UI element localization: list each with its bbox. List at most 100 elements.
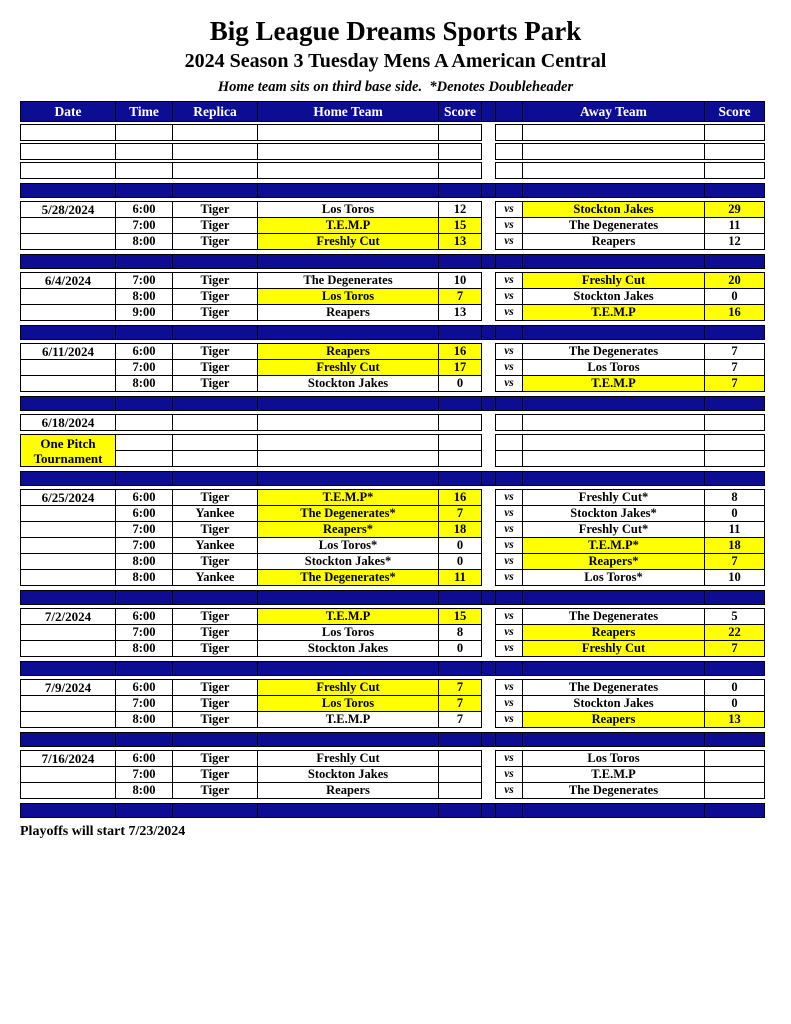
time-cell: 8:00 [115, 640, 173, 657]
separator-cell [481, 325, 496, 340]
home-score-cell: 11 [438, 569, 482, 586]
date-cell: 6/25/2024 [20, 489, 116, 506]
separator-cell [20, 254, 116, 269]
replica-cell: Yankee [172, 569, 258, 586]
separator-cell [481, 396, 496, 411]
game-row: 8:00 Tiger Reapers vs The Degenerates [20, 782, 772, 799]
vs-cell: vs [495, 233, 523, 250]
home-team-cell [257, 124, 439, 141]
separator-cell [704, 661, 765, 676]
away-score-cell: 7 [704, 343, 765, 360]
home-score-cell: 10 [438, 272, 482, 289]
date-cell [20, 304, 116, 321]
time-cell: 8:00 [115, 553, 173, 570]
schedule-table: Date Time Replica Home Team Score Away T… [20, 101, 772, 818]
away-team-cell: Los Toros [522, 750, 705, 767]
separator-cell [257, 396, 439, 411]
date-cell [20, 521, 116, 538]
game-row: 8:00 Tiger Stockton Jakes* 0 vs Reapers* 7 [20, 553, 772, 570]
game-row: 7:00 Tiger T.E.M.P 15 vs The Degenerates 11 [20, 217, 772, 234]
home-team-cell: Reapers [257, 304, 439, 321]
table-header-row: Date Time Replica Home Team Score Away T… [20, 101, 772, 122]
vs-cell: vs [495, 711, 523, 728]
spacer-cell [481, 640, 496, 657]
home-team-cell: Stockton Jakes [257, 375, 439, 392]
separator-cell [704, 803, 765, 818]
home-team-cell: Los Toros [257, 695, 439, 712]
away-team-cell: Stockton Jakes [522, 201, 705, 218]
replica-cell: Tiger [172, 711, 258, 728]
date-cell: 7/9/2024 [20, 679, 116, 696]
away-team-cell [522, 124, 705, 141]
separator-bar [20, 732, 772, 747]
home-team-cell: T.E.M.P [257, 217, 439, 234]
date-cell: 7/16/2024 [20, 750, 116, 767]
replica-cell: Tiger [172, 695, 258, 712]
home-score-cell: 16 [438, 343, 482, 360]
separator-cell [438, 396, 482, 411]
replica-cell: Yankee [172, 537, 258, 554]
header-time: Time [115, 101, 173, 122]
separator-cell [481, 590, 496, 605]
date-cell [20, 553, 116, 570]
separator-cell [704, 471, 765, 486]
vs-cell [495, 162, 523, 179]
home-team-cell: Stockton Jakes [257, 766, 439, 783]
home-score-cell [438, 450, 482, 467]
vs-cell: vs [495, 608, 523, 625]
time-cell: 6:00 [115, 489, 173, 506]
game-row: 7:00 Tiger Freshly Cut 17 vs Los Toros 7 [20, 359, 772, 376]
separator-cell [481, 471, 496, 486]
date-cell [20, 569, 116, 586]
separator-cell [704, 183, 765, 198]
time-cell: 7:00 [115, 217, 173, 234]
away-score-cell [704, 766, 765, 783]
replica-cell: Tiger [172, 304, 258, 321]
away-team-cell [522, 450, 705, 467]
away-score-cell: 0 [704, 695, 765, 712]
separator-cell [438, 590, 482, 605]
separator-cell [438, 732, 482, 747]
separator-cell [481, 732, 496, 747]
replica-cell: Tiger [172, 679, 258, 696]
away-team-cell: Los Toros* [522, 569, 705, 586]
away-score-cell: 7 [704, 640, 765, 657]
home-team-cell [257, 434, 439, 451]
away-score-cell: 12 [704, 233, 765, 250]
away-team-cell: Stockton Jakes [522, 695, 705, 712]
away-score-cell: 7 [704, 359, 765, 376]
spacer-cell [481, 233, 496, 250]
separator-cell [522, 471, 705, 486]
separator-cell [438, 471, 482, 486]
empty-row [20, 162, 772, 179]
separator-cell [257, 661, 439, 676]
table-body: 5/28/2024 6:00 Tiger Los Toros 12 vs Stockton … [20, 124, 772, 818]
vs-cell: vs [495, 569, 523, 586]
spacer-cell [481, 766, 496, 783]
away-score-cell: 29 [704, 201, 765, 218]
spacer-cell [481, 304, 496, 321]
separator-cell [495, 183, 523, 198]
header-date: Date [20, 101, 116, 122]
separator-bar [20, 661, 772, 676]
replica-cell: Yankee [172, 505, 258, 522]
header-away-score: Score [704, 101, 765, 122]
separator-cell [20, 325, 116, 340]
home-score-cell: 7 [438, 695, 482, 712]
separator-cell [257, 254, 439, 269]
vs-cell: vs [495, 553, 523, 570]
home-score-cell: 0 [438, 537, 482, 554]
game-row: 7/16/2024 6:00 Tiger Freshly Cut vs Los Toros [20, 750, 772, 767]
vs-cell: vs [495, 624, 523, 641]
time-cell: 8:00 [115, 288, 173, 305]
home-score-cell [438, 124, 482, 141]
separator-cell [115, 471, 173, 486]
separator-cell [495, 254, 523, 269]
separator-cell [438, 254, 482, 269]
away-score-cell: 13 [704, 711, 765, 728]
home-team-cell: Freshly Cut [257, 679, 439, 696]
separator-bar [20, 254, 772, 269]
time-cell: 8:00 [115, 233, 173, 250]
replica-cell [172, 450, 258, 467]
schedule-page: Big League Dreams Sports Park 2024 Seaso… [20, 16, 772, 839]
